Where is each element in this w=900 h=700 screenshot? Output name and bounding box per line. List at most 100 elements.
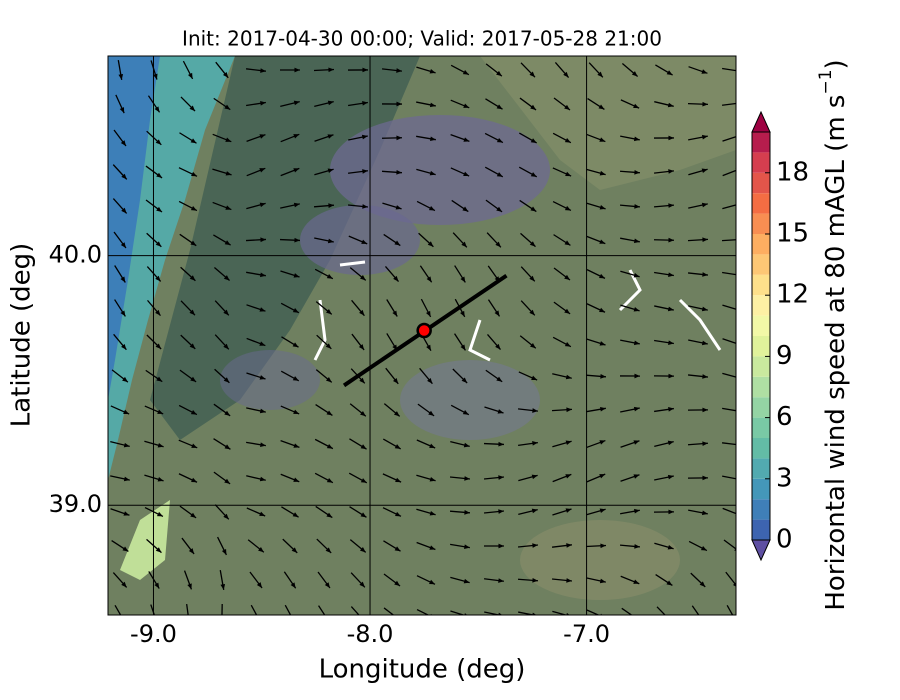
wind-arrow-head	[293, 100, 300, 106]
wind-arrow-head	[155, 139, 162, 145]
chart-title: Init: 2017-04-30 00:00; Valid: 2017-05-2…	[182, 27, 662, 51]
wind-arrow-head	[294, 67, 300, 73]
wind-arrow-head	[362, 169, 368, 174]
wind-arrow-head	[668, 203, 674, 208]
wind-arrow-head	[260, 68, 266, 73]
colorbar-band	[752, 356, 770, 377]
wind-arrow-head	[359, 581, 365, 588]
wind-arrow-head	[668, 373, 674, 379]
wind-arrow-head	[530, 138, 537, 143]
wind-arrow-head	[256, 617, 261, 623]
wind-arrow-head	[190, 376, 197, 382]
wind-arrow-head	[362, 204, 368, 209]
wind-arrow-head	[156, 206, 162, 213]
wind-arrow-head	[393, 275, 399, 282]
wind-arrow	[250, 604, 258, 615]
wind-arrow-head	[463, 578, 470, 584]
wind-arrow-head	[123, 442, 130, 448]
wind-arrow-head	[359, 547, 366, 553]
wind-arrow-head	[120, 276, 126, 283]
wind-arrow-head	[324, 616, 329, 622]
wind-arrow-head	[259, 307, 266, 312]
wind-arrow	[586, 609, 600, 615]
wind-arrow-head	[155, 309, 161, 316]
wind-arrow-head	[259, 202, 266, 208]
wind-arrow-head	[599, 341, 606, 346]
wind-arrow-head	[223, 343, 229, 350]
wind-arrow-head	[396, 68, 402, 73]
colorbar-band	[752, 152, 770, 173]
wind-arrow-head	[496, 70, 502, 77]
wind-arrow	[722, 338, 736, 345]
wind-arrow-head	[293, 168, 300, 173]
wind-arrow-head	[599, 137, 606, 142]
wind-arrow-head	[460, 276, 466, 283]
wind-arrow-head	[290, 617, 295, 623]
wind-arrow-head	[223, 377, 230, 383]
wind-arrow-head	[668, 135, 674, 141]
wind-arrow-head	[429, 443, 436, 448]
wind-arrow-head	[154, 106, 160, 113]
wind-arrow-head	[325, 377, 332, 383]
wind-arrow-head	[187, 583, 192, 590]
wind-arrow-head	[532, 612, 537, 615]
colorbar-band	[752, 315, 770, 336]
wind-arrow-head	[599, 508, 606, 514]
wind-arrow	[350, 606, 360, 615]
colorbar-tick-label: 12	[776, 280, 809, 310]
wind-arrow-head	[462, 410, 469, 415]
wind-arrow-head	[224, 444, 231, 450]
wind-arrow-head	[189, 343, 196, 349]
wind-arrow-head	[463, 103, 470, 108]
wind-arrow-head	[429, 510, 436, 516]
wind-arrow-head	[190, 512, 197, 518]
wind-arrow-head	[529, 275, 535, 282]
wind-arrow-head	[634, 373, 640, 379]
wind-arrow-head	[531, 375, 538, 381]
wind-arrow-head	[667, 544, 674, 550]
colorbar-band	[752, 376, 770, 398]
wind-arrow-head	[293, 273, 300, 278]
wind-arrow-head	[736, 101, 742, 106]
wind-arrow-head	[225, 171, 232, 176]
wind-arrow-head	[396, 614, 398, 615]
wind-arrow-head	[464, 510, 470, 515]
wind-arrow-head	[634, 204, 640, 209]
x-tick-label: -8.0	[347, 620, 394, 648]
wind-arrow-head	[361, 134, 368, 140]
wind-arrow-head	[327, 168, 334, 174]
wind-arrow-head	[496, 206, 503, 212]
wind-arrow-head	[701, 134, 708, 140]
wind-arrow-head	[701, 306, 708, 312]
wind-arrow-head	[532, 441, 538, 446]
wind-arrow-head	[395, 477, 402, 483]
wind-arrow-head	[530, 342, 536, 349]
colorbar-tick-label: 0	[776, 525, 793, 555]
wind-arrow-head	[290, 582, 296, 589]
wind-arrow-head	[665, 616, 671, 622]
wind-arrow-head	[392, 310, 398, 317]
wind-arrow-head	[361, 239, 368, 244]
wind-arrow-head	[668, 169, 674, 174]
y-tick-label: 39.0	[49, 490, 102, 518]
wind-arrow	[186, 604, 189, 615]
wind-arrow-head	[359, 309, 365, 316]
colorbar-band	[752, 213, 770, 234]
wind-arrow-head	[292, 342, 299, 348]
wind-arrow-head	[702, 101, 708, 107]
wind-arrow-head	[186, 618, 191, 624]
colorbar-tick-label: 15	[776, 219, 809, 249]
wind-arrow	[518, 611, 537, 615]
wind-arrow-head	[394, 240, 401, 246]
wind-arrow-head	[532, 577, 538, 583]
wind-arrow-head	[429, 69, 436, 74]
wind-arrow-head	[631, 71, 638, 77]
colorbar: 0 3 6 9 12 15 18	[751, 110, 809, 562]
wind-arrow-head	[736, 442, 742, 447]
wind-arrow-head	[429, 170, 436, 176]
wind-arrow-head	[701, 202, 708, 208]
wind-arrow-head	[498, 578, 504, 583]
colorbar-tick-label: 3	[776, 463, 793, 493]
wind-arrow-head	[633, 508, 640, 514]
wind-arrow-head	[460, 310, 465, 317]
